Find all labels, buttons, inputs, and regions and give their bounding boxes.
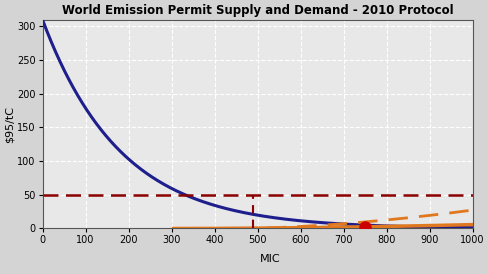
- Title: World Emission Permit Supply and Demand - 2010 Protocol: World Emission Permit Supply and Demand …: [61, 4, 452, 17]
- Text: MIC: MIC: [259, 254, 280, 264]
- Y-axis label: $95/tC: $95/tC: [4, 105, 14, 142]
